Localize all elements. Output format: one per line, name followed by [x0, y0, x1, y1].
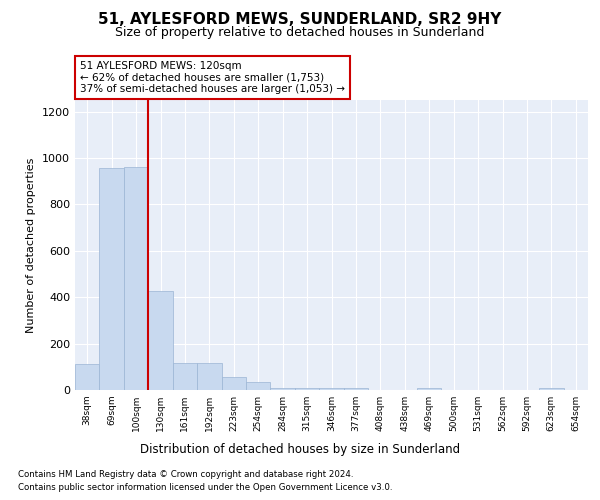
Bar — [344, 388, 368, 390]
Text: Size of property relative to detached houses in Sunderland: Size of property relative to detached ho… — [115, 26, 485, 39]
Bar — [148, 292, 173, 390]
Bar — [124, 168, 148, 390]
Bar — [75, 364, 100, 390]
Bar — [100, 168, 124, 390]
Bar — [319, 388, 344, 390]
Bar — [417, 388, 442, 390]
Text: Contains public sector information licensed under the Open Government Licence v3: Contains public sector information licen… — [18, 482, 392, 492]
Text: 51 AYLESFORD MEWS: 120sqm
← 62% of detached houses are smaller (1,753)
37% of se: 51 AYLESFORD MEWS: 120sqm ← 62% of detac… — [80, 61, 345, 94]
Bar — [221, 377, 246, 390]
Bar — [539, 388, 563, 390]
Bar — [271, 388, 295, 390]
Y-axis label: Number of detached properties: Number of detached properties — [26, 158, 37, 332]
Bar — [295, 388, 319, 390]
Text: Contains HM Land Registry data © Crown copyright and database right 2024.: Contains HM Land Registry data © Crown c… — [18, 470, 353, 479]
Text: Distribution of detached houses by size in Sunderland: Distribution of detached houses by size … — [140, 442, 460, 456]
Text: 51, AYLESFORD MEWS, SUNDERLAND, SR2 9HY: 51, AYLESFORD MEWS, SUNDERLAND, SR2 9HY — [98, 12, 502, 28]
Bar — [197, 364, 221, 390]
Bar — [173, 364, 197, 390]
Bar — [246, 382, 271, 390]
